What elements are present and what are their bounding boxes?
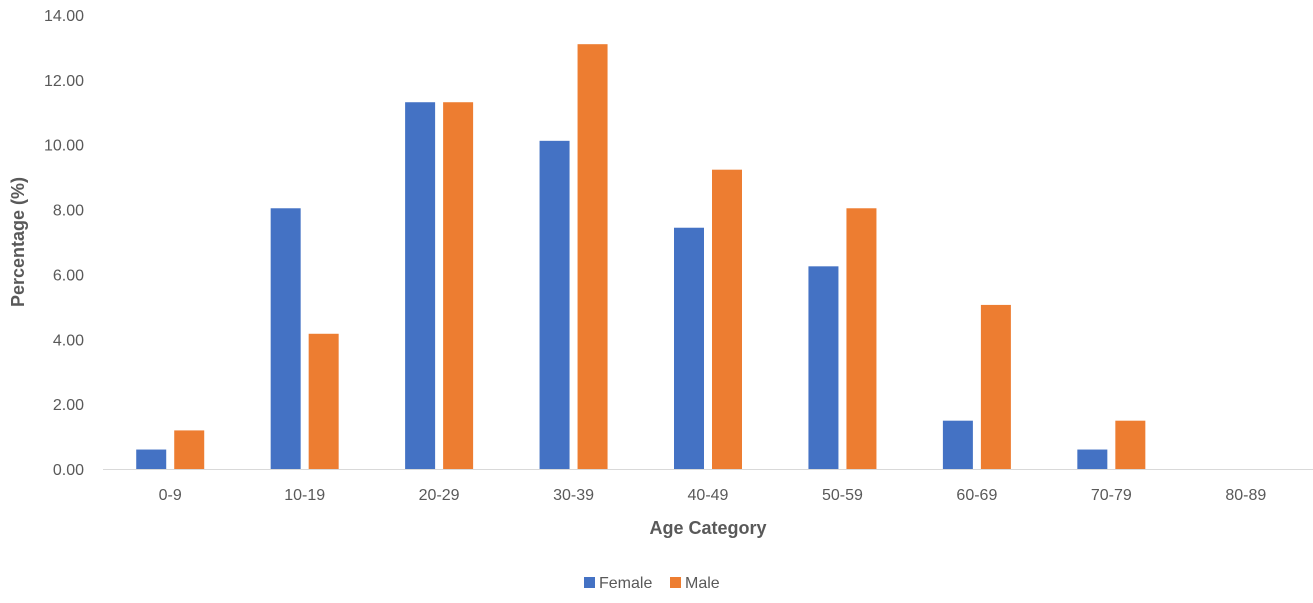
bar-female-0-9 bbox=[136, 449, 167, 469]
legend-swatch-male bbox=[670, 577, 681, 588]
y-tick-label: 10.00 bbox=[44, 138, 84, 155]
bar-female-60-69 bbox=[942, 420, 973, 469]
x-tick-label: 50-59 bbox=[822, 487, 863, 504]
bar-male-60-69 bbox=[980, 304, 1011, 469]
bar-female-20-29 bbox=[405, 102, 436, 470]
x-tick-label: 70-79 bbox=[1091, 487, 1132, 504]
x-tick-label: 40-49 bbox=[688, 487, 729, 504]
bar-male-40-49 bbox=[712, 169, 742, 470]
y-tick-label: 0.00 bbox=[53, 462, 84, 479]
y-tick-label: 14.00 bbox=[44, 8, 84, 25]
y-tick-label: 12.00 bbox=[44, 73, 84, 90]
y-axis-title: Percentage (%) bbox=[8, 177, 28, 307]
legend-label-male: Male bbox=[685, 575, 720, 592]
x-tick-label: 30-39 bbox=[553, 487, 594, 504]
bar-male-30-39 bbox=[577, 44, 608, 469]
bar-male-0-9 bbox=[174, 430, 205, 469]
y-tick-label: 6.00 bbox=[53, 267, 84, 284]
y-axis-tick-labels: 0.00 2.00 4.00 6.00 8.00 10.00 12.00 14.00 bbox=[44, 8, 84, 479]
x-tick-label: 0-9 bbox=[159, 487, 182, 504]
y-tick-label: 2.00 bbox=[53, 397, 84, 414]
bar-female-30-39 bbox=[539, 140, 570, 469]
bar-group bbox=[136, 44, 1146, 470]
bar-male-70-79 bbox=[1115, 420, 1146, 469]
x-axis-tick-labels: 0-9 10-19 20-29 30-39 40-49 50-59 60-69 70-79 80… bbox=[159, 487, 1267, 504]
bar-female-50-59 bbox=[808, 266, 839, 469]
x-tick-label: 10-19 bbox=[284, 487, 325, 504]
x-axis-title: Age Category bbox=[649, 518, 766, 538]
bar-female-40-49 bbox=[674, 227, 704, 469]
x-tick-label: 80-89 bbox=[1225, 487, 1266, 504]
legend-label-female: Female bbox=[599, 575, 652, 592]
bar-female-70-79 bbox=[1077, 449, 1108, 469]
x-tick-label: 20-29 bbox=[419, 487, 460, 504]
y-tick-label: 8.00 bbox=[53, 203, 84, 220]
x-tick-label: 60-69 bbox=[956, 487, 997, 504]
bar-male-50-59 bbox=[846, 208, 877, 469]
bar-female-10-19 bbox=[270, 208, 301, 469]
legend-swatch-female bbox=[584, 577, 595, 588]
y-tick-label: 4.00 bbox=[53, 332, 84, 349]
bar-male-10-19 bbox=[308, 333, 339, 469]
bar-male-20-29 bbox=[443, 102, 474, 470]
legend: Female Male bbox=[584, 575, 720, 592]
